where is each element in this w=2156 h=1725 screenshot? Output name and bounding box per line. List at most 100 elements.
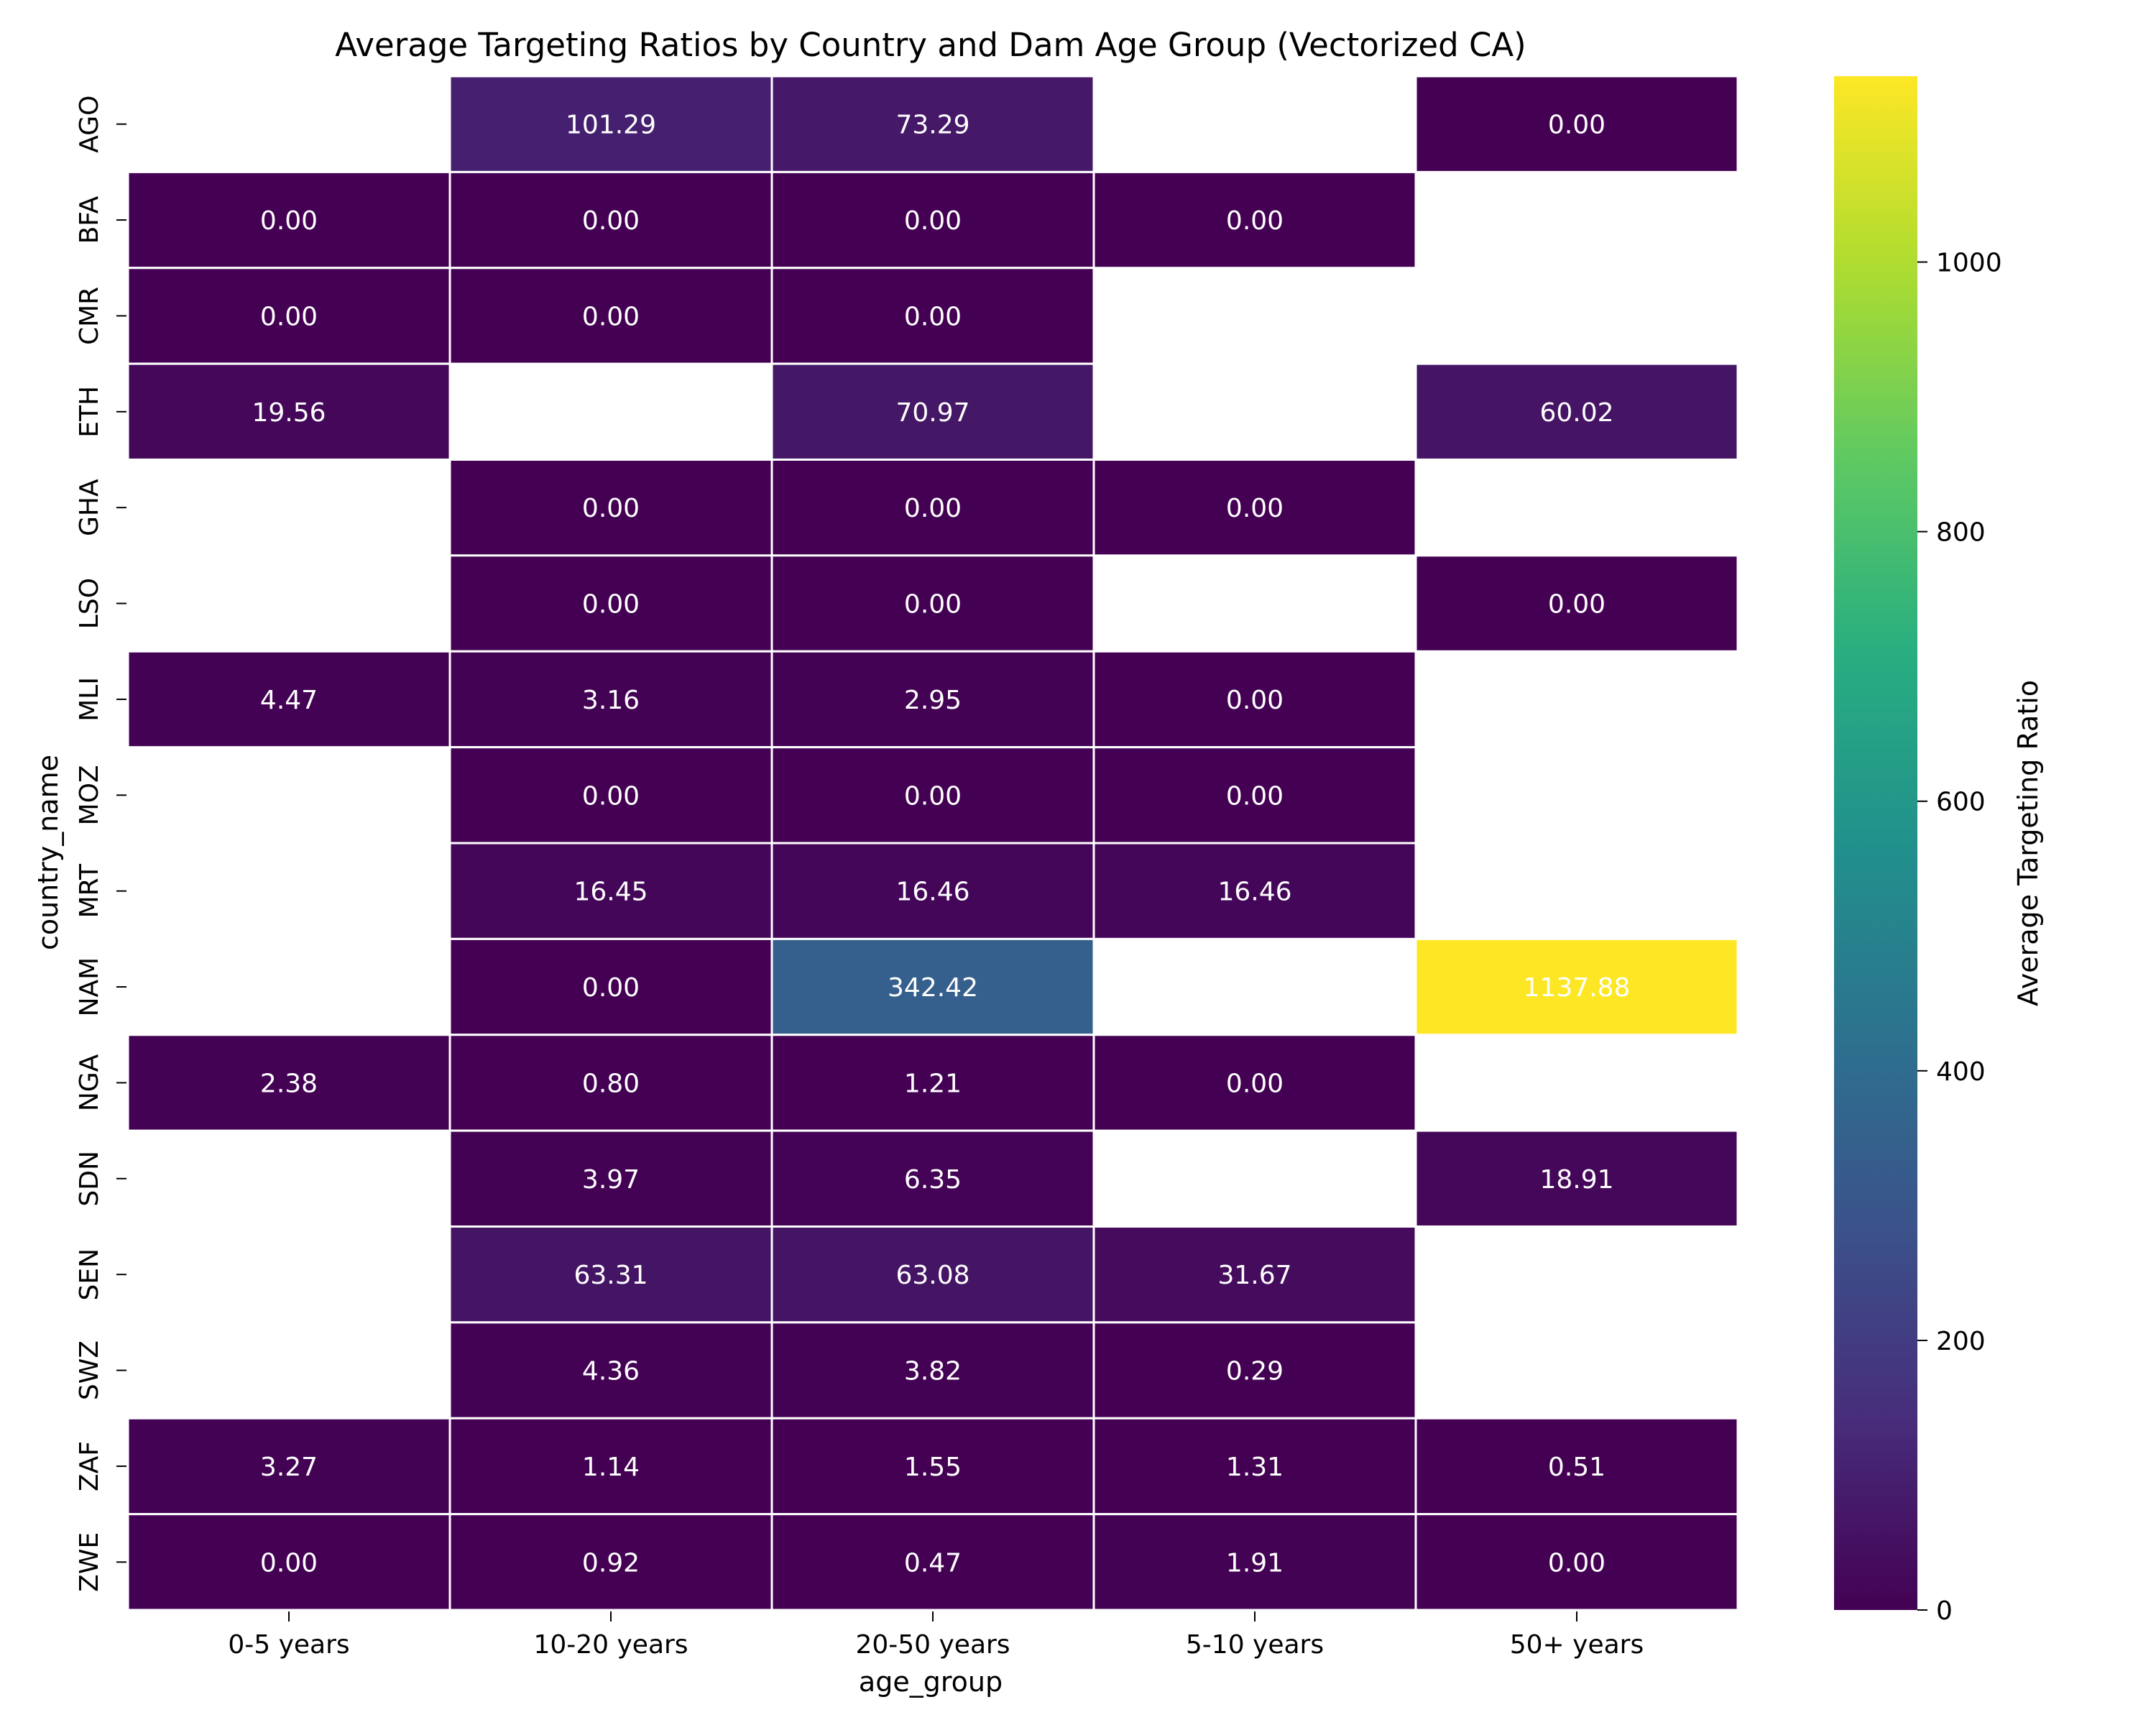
cell-value-label: 3.82 bbox=[904, 1357, 962, 1386]
x-axis-label: age_group bbox=[859, 1666, 1003, 1698]
heatmap-cell bbox=[1414, 75, 1739, 173]
cell-value-label: 0.51 bbox=[1548, 1453, 1606, 1482]
y-tick-label: SDN bbox=[75, 1151, 104, 1207]
heatmap-cell bbox=[1092, 1513, 1417, 1611]
x-tick-label: 20-50 years bbox=[855, 1630, 1010, 1660]
heatmap-cell bbox=[126, 1513, 451, 1611]
heatmap-cell bbox=[770, 1513, 1095, 1611]
colorbar-tick-label: 400 bbox=[1936, 1057, 1986, 1087]
heatmap-cell bbox=[448, 1225, 773, 1324]
cell-value-label: 0.00 bbox=[1226, 686, 1284, 715]
heatmap-cell bbox=[1414, 554, 1739, 653]
heatmap-cell bbox=[1414, 937, 1739, 1036]
heatmap-cell bbox=[1092, 1417, 1417, 1516]
heatmap-cell bbox=[448, 267, 773, 365]
heatmap-cell bbox=[770, 170, 1095, 270]
colorbar: 0 200 400 600 800 1000 Average Targeting Rati… bbox=[1834, 76, 2044, 1626]
cell-value-label: 0.00 bbox=[582, 973, 640, 1003]
heatmap-cell bbox=[448, 1321, 773, 1420]
heatmap-cell bbox=[448, 842, 773, 940]
cell-value-label: 0.80 bbox=[582, 1069, 640, 1098]
cell-value-label: 0.00 bbox=[904, 781, 962, 811]
heatmap-cell bbox=[448, 459, 773, 557]
cell-value-label: 0.47 bbox=[904, 1548, 962, 1578]
cell-value-label: 4.47 bbox=[260, 686, 318, 715]
heatmap-cell bbox=[1092, 1321, 1417, 1420]
cell-value-label: 2.38 bbox=[260, 1069, 318, 1098]
x-tick-label: 5-10 years bbox=[1186, 1630, 1324, 1660]
heatmap-cell bbox=[1092, 650, 1417, 749]
heatmap-cell bbox=[1092, 746, 1417, 845]
heatmap-cell bbox=[1092, 170, 1417, 270]
cell-value-label: 2.95 bbox=[904, 686, 962, 715]
cell-value-label: 0.00 bbox=[904, 494, 962, 523]
cell-value-label: 0.00 bbox=[1226, 206, 1284, 236]
cell-value-label: 60.02 bbox=[1539, 398, 1613, 428]
heatmap-cell bbox=[126, 362, 451, 461]
colorbar-tick-label: 0 bbox=[1936, 1596, 1953, 1626]
cell-value-label: 1137.88 bbox=[1524, 973, 1631, 1003]
cell-value-label: 73.29 bbox=[895, 111, 969, 140]
cell-value-label: 0.00 bbox=[260, 1548, 318, 1578]
y-tick-label: NAM bbox=[75, 957, 104, 1017]
heatmap-cell bbox=[1414, 1513, 1739, 1611]
heatmap-cell bbox=[126, 170, 451, 270]
cell-value-label: 63.08 bbox=[895, 1261, 969, 1290]
cell-value-label: 19.56 bbox=[252, 398, 326, 428]
y-tick-label: GHA bbox=[75, 479, 104, 536]
heatmap-cell bbox=[126, 267, 451, 365]
heatmap-cell bbox=[448, 1417, 773, 1516]
heatmap-cell bbox=[1092, 459, 1417, 557]
y-tick-label: SEN bbox=[75, 1248, 104, 1301]
cell-value-label: 0.00 bbox=[904, 206, 962, 236]
cell-value-label: 31.67 bbox=[1217, 1261, 1291, 1290]
y-tick-label: LSO bbox=[75, 578, 104, 629]
x-tick-label: 50+ years bbox=[1510, 1630, 1644, 1660]
cell-value-label: 0.00 bbox=[582, 781, 640, 811]
cell-value-label: 1.31 bbox=[1226, 1453, 1284, 1482]
colorbar-tick-label: 600 bbox=[1936, 788, 1986, 817]
cell-value-label: 63.31 bbox=[573, 1261, 648, 1290]
y-tick-label: SWZ bbox=[75, 1340, 104, 1400]
x-tick-label: 0-5 years bbox=[228, 1630, 349, 1660]
y-tick-label: MRT bbox=[75, 863, 104, 918]
y-tick-label: MOZ bbox=[75, 765, 104, 825]
cell-value-label: 1.21 bbox=[904, 1069, 962, 1098]
cell-value-label: 16.46 bbox=[1217, 878, 1291, 907]
cell-value-label: 0.00 bbox=[1548, 111, 1606, 140]
heatmap-cell bbox=[1092, 1034, 1417, 1132]
cell-value-label: 3.16 bbox=[582, 686, 640, 715]
y-tick-label: NGA bbox=[75, 1054, 104, 1111]
y-tick-label: MLI bbox=[75, 677, 104, 722]
cell-value-label: 0.00 bbox=[582, 302, 640, 331]
cell-value-label: 0.00 bbox=[582, 206, 640, 236]
colorbar-tick-label: 200 bbox=[1936, 1327, 1986, 1356]
heatmap-cell bbox=[448, 650, 773, 749]
cell-value-label: 0.00 bbox=[1226, 781, 1284, 811]
heatmap-cell bbox=[448, 1129, 773, 1228]
heatmap-cell bbox=[770, 1129, 1095, 1228]
chart-title: Average Targeting Ratios by Country and … bbox=[335, 26, 1526, 64]
cell-value-label: 0.00 bbox=[904, 590, 962, 620]
cell-value-label: 6.35 bbox=[904, 1165, 962, 1195]
cell-value-label: 101.29 bbox=[566, 111, 656, 140]
cell-value-label: 0.00 bbox=[1548, 590, 1606, 620]
cell-value-label: 1.14 bbox=[582, 1453, 640, 1482]
cell-value-label: 342.42 bbox=[888, 973, 978, 1003]
heatmap-cell bbox=[1092, 1225, 1417, 1324]
y-tick-label: BFA bbox=[75, 196, 104, 244]
heatmap-cell bbox=[448, 554, 773, 653]
heatmap-cell bbox=[770, 842, 1095, 940]
heatmap-cell bbox=[770, 1417, 1095, 1516]
heatmap-cell bbox=[1414, 1417, 1739, 1516]
heatmap-cell bbox=[770, 937, 1095, 1036]
cell-value-label: 3.27 bbox=[260, 1453, 318, 1482]
colorbar-tick-label: 1000 bbox=[1936, 249, 2002, 278]
heatmap-cell bbox=[126, 1417, 451, 1516]
cell-value-label: 16.45 bbox=[573, 878, 648, 907]
heatmap-cell bbox=[770, 554, 1095, 653]
colorbar-label: Average Targeting Ratio bbox=[2012, 680, 2044, 1006]
cell-value-label: 0.29 bbox=[1226, 1357, 1284, 1386]
heatmap-cell bbox=[770, 362, 1095, 461]
